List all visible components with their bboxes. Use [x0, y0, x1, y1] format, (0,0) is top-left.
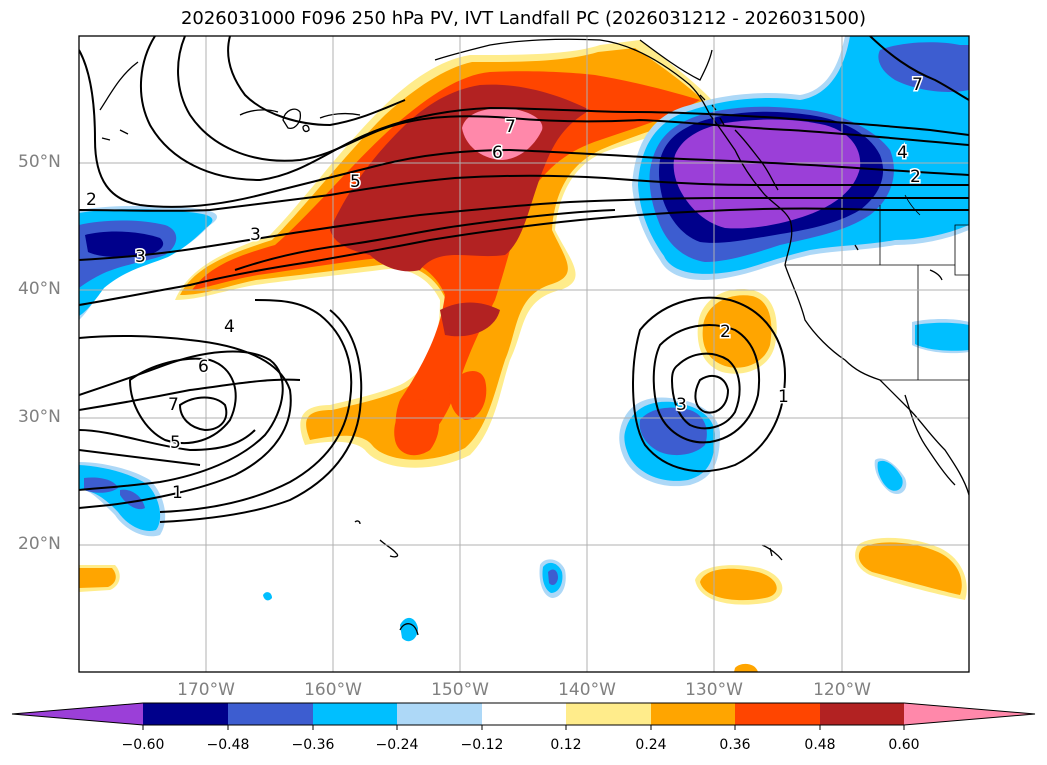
contour-labels: 7 6 5 3 2 3 4 6 7 5 1 2 3 1 7 4 2	[85, 74, 925, 505]
colorbar-segment	[482, 703, 566, 725]
contour-label-l: 2	[720, 322, 731, 342]
colorbar-segment	[566, 703, 651, 725]
coastlines	[99, 38, 969, 636]
contour-label-c: 5	[350, 172, 361, 192]
colorbar-tick-label: 0.12	[550, 737, 582, 753]
lat-label-30n: 30°N	[18, 407, 61, 427]
colorbar-segment	[651, 703, 735, 725]
contour-label-n: 1	[778, 387, 789, 407]
contour-label-a: 7	[505, 117, 516, 137]
contour-label-o: 7	[912, 75, 923, 95]
contour-label-f: 3	[135, 247, 146, 267]
lon-label-160w: 160°W	[304, 680, 362, 700]
lon-label-120w: 120°W	[813, 680, 871, 700]
contour-label-q: 2	[910, 167, 921, 187]
contour-label-b: 6	[492, 143, 503, 163]
colorbar-tick-label: 0.48	[804, 737, 836, 753]
colorbar-segment	[397, 703, 482, 725]
contour-label-e: 2	[86, 190, 97, 210]
colorbar-tick-label: 0.60	[888, 737, 920, 753]
colorbar-segment	[735, 703, 820, 725]
shaded-fields	[79, 36, 969, 672]
lon-label-140w: 140°W	[558, 680, 616, 700]
colorbar-extend-min	[12, 703, 143, 725]
colorbar-segment	[143, 703, 228, 725]
contour-label-d: 3	[250, 225, 261, 245]
colorbar-segment	[313, 703, 397, 725]
contour-label-j: 5	[170, 433, 181, 453]
lat-label-20n: 20°N	[18, 534, 61, 554]
colorbar	[11, 702, 1036, 730]
colorbar-tick-label: 0.24	[635, 737, 667, 753]
contour-label-k: 1	[172, 483, 183, 503]
contour-label-g: 4	[224, 317, 235, 337]
colorbar-tick-label: −0.60	[121, 737, 165, 753]
colorbar-segment	[820, 703, 904, 725]
positive-anomaly-subtropical	[79, 289, 967, 672]
map-frame	[78, 35, 970, 673]
colorbar-segment	[228, 703, 313, 725]
contour-label-h: 6	[198, 357, 209, 377]
contour-label-i: 7	[168, 395, 179, 415]
lon-label-150w: 150°W	[431, 680, 489, 700]
colorbar-tick-label: 0.36	[719, 737, 751, 753]
lat-label-40n: 40°N	[18, 279, 61, 299]
pv-contours	[79, 36, 969, 523]
colorbar-tick-label: −0.24	[375, 737, 419, 753]
lat-label-50n: 50°N	[18, 152, 61, 172]
negative-anomaly-west	[79, 205, 218, 320]
lon-label-170w: 170°W	[177, 680, 235, 700]
negative-anomaly-northeast	[632, 36, 969, 280]
colorbar-tick-label: −0.48	[206, 737, 250, 753]
state-borders	[785, 194, 969, 381]
colorbar-tick-label: −0.12	[460, 737, 504, 753]
map-title: 2026031000 F096 250 hPa PV, IVT Landfall…	[180, 8, 867, 29]
lon-label-130w: 130°W	[685, 680, 743, 700]
contour-label-p: 4	[897, 143, 908, 163]
contour-label-m: 3	[676, 395, 687, 415]
colorbar-tick-label: −0.36	[291, 737, 335, 753]
colorbar-extend-max	[904, 703, 1035, 725]
